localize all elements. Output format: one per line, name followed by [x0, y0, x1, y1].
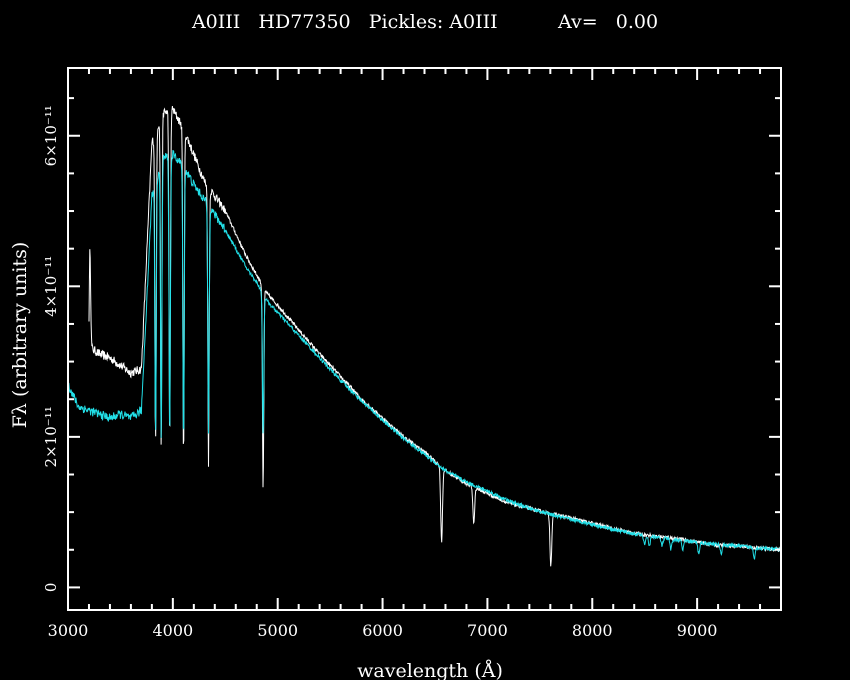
- y-tick-label: 2×10⁻¹¹: [42, 406, 60, 467]
- y-axis-label: Fλ (arbitrary units): [9, 242, 31, 429]
- x-tick-label: 9000: [677, 621, 718, 640]
- series-layer: [67, 106, 782, 567]
- x-tick-label: 4000: [152, 621, 193, 640]
- x-tick-label: 3000: [48, 621, 89, 640]
- x-tick-label: 7000: [467, 621, 508, 640]
- y-tick-label: 0: [42, 583, 60, 593]
- x-tick-label: 5000: [257, 621, 298, 640]
- y-tick-label: 6×10⁻¹¹: [42, 105, 60, 166]
- x-tick-label: 8000: [572, 621, 613, 640]
- chart-title: A0III HD77350 Pickles: A0III Av= 0.00: [191, 11, 658, 33]
- x-tick-label: 6000: [362, 621, 403, 640]
- axes-layer: 3000 4000 5000 6000 7000 8000 9000 0 2×10⁻¹¹ 4×10…: [42, 67, 782, 640]
- y-tick-label: 4×10⁻¹¹: [42, 256, 60, 317]
- template-spectrum-line: [67, 149, 782, 560]
- x-axis-label: wavelength (Å): [357, 660, 503, 680]
